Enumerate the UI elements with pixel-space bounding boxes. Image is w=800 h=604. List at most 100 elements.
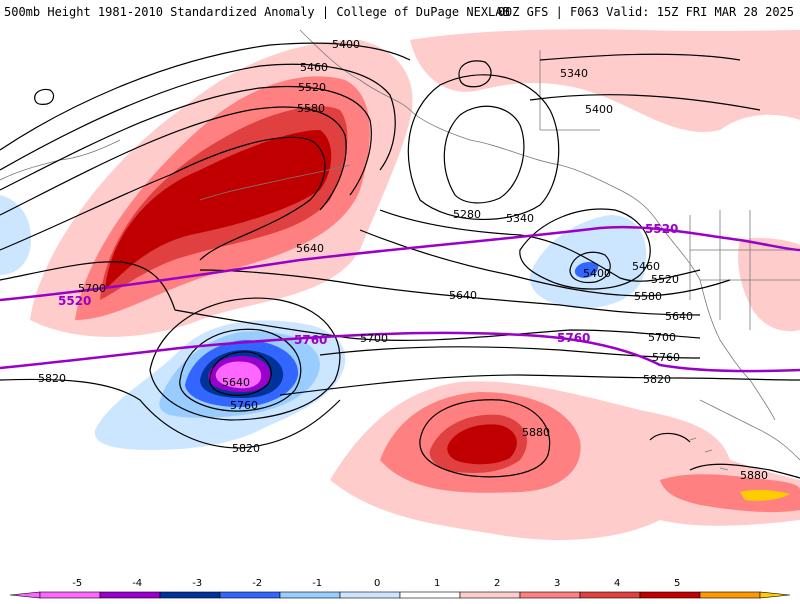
colorbar-tick-label: 0 [374, 578, 380, 589]
colorbar-tick-label: -3 [192, 578, 202, 589]
contour-label: 5880 [522, 426, 550, 439]
contour-5340-ne [539, 53, 741, 61]
contour-label: 5820 [232, 442, 260, 455]
colorbar-swatch [579, 591, 641, 599]
contour-5460-north [0, 63, 396, 171]
colorbar-ticks: -5 -4 -3 -2 -1 0 1 2 3 4 5 [72, 578, 680, 589]
reference-labels: 5520 5520 5760 5760 [58, 222, 678, 347]
contour-label: 5820 [643, 373, 671, 386]
coastline-alaska [299, 29, 661, 226]
colorbar-swatch [519, 591, 581, 599]
height-contours [0, 42, 800, 479]
contour-label: 5700 [648, 331, 676, 344]
contour-labels: 5400 5460 5520 5580 5340 5400 5280 5340 … [38, 38, 768, 482]
contour-small-closed-w [34, 88, 55, 105]
reference-label: 5520 [645, 222, 678, 236]
contour-5460-east [519, 208, 651, 290]
contour-label: 5520 [651, 273, 679, 286]
positive-anomaly-area-s4 [447, 424, 517, 465]
coastline-mexico [699, 399, 800, 461]
contour-label: 5280 [453, 208, 481, 221]
colorbar-tick-label: -1 [312, 578, 322, 589]
map-canvas: 5400 5460 5520 5580 5340 5400 5280 5340 … [0, 29, 800, 540]
colorbar-tick-label: -4 [132, 578, 142, 589]
contour-5700-west [0, 261, 176, 311]
colorbar-tick-label: 3 [554, 578, 560, 589]
colorbar: -5 -4 -3 -2 -1 0 1 2 3 4 5 [0, 574, 800, 600]
contour-label: 5400 [332, 38, 360, 51]
canada-border [539, 50, 600, 131]
reference-line-5520 [0, 225, 800, 302]
contour-label: 5400 [583, 267, 611, 280]
contour-5640-west [0, 136, 326, 261]
reference-label: 5520 [58, 294, 91, 308]
colorbar-tick-label: 2 [494, 578, 500, 589]
contour-small-closed [458, 60, 492, 88]
contour-label: 5700 [78, 282, 106, 295]
positive-anomaly-area-n4 [105, 130, 332, 290]
colorbar-tick-label: 1 [434, 578, 440, 589]
contour-label: 5640 [665, 310, 693, 323]
contour-5760-low [149, 297, 341, 421]
contour-label: 5460 [632, 260, 660, 273]
anomaly-map: 5400 5460 5520 5580 5340 5400 5280 5340 … [0, 26, 800, 574]
colorbar-swatch [279, 591, 341, 599]
contour-5580-north [0, 106, 347, 216]
contour-5520-east [379, 209, 701, 282]
contour-label: 5520 [298, 81, 326, 94]
colorbar-tick-label: -2 [252, 578, 262, 589]
reference-label: 5760 [557, 331, 590, 345]
contour-5280 [443, 105, 525, 204]
contour-5820-low [0, 378, 341, 449]
contour-5580-east [359, 229, 731, 297]
coastlines [0, 29, 800, 471]
contour-5880-central [419, 399, 551, 478]
negative-anomaly-area-coast2 [574, 262, 599, 278]
colorbar-swatch [99, 591, 161, 599]
colorbar-swatch [459, 591, 521, 599]
colorbar-tick-label: 4 [614, 578, 620, 589]
contour-label: 5340 [506, 212, 534, 225]
colorbar-swatch [159, 591, 221, 599]
colorbar-tick-label: -5 [72, 578, 82, 589]
contour-5400-north [0, 42, 411, 151]
reference-lines [0, 225, 800, 373]
coastline-aleutians [199, 164, 351, 201]
coastline-north-america-west [659, 224, 776, 421]
reference-label: 5760 [294, 333, 327, 347]
colorbar-swatch [219, 591, 281, 599]
positive-anomaly-area-ne [410, 29, 800, 132]
colorbar-svg: -5 -4 -3 -2 -1 0 1 2 3 4 5 [9, 578, 791, 599]
contour-label: 5880 [740, 469, 768, 482]
contour-label: 5400 [585, 103, 613, 116]
header: 500mb Height 1981-2010 Standardized Anom… [0, 0, 800, 26]
contour-label: 5580 [634, 290, 662, 303]
reference-line-5760 [0, 331, 800, 373]
contour-label: 5580 [297, 102, 325, 115]
colorbar-swatch [639, 591, 701, 599]
contour-label: 5340 [560, 67, 588, 80]
negative-anomaly-area-low6 [215, 361, 262, 389]
colorbar-swatch [39, 591, 101, 599]
contour-5340-central [407, 74, 560, 220]
contour-5640-low [179, 328, 302, 412]
contour-label: 5640 [296, 242, 324, 255]
colorbar-tick-label: 5 [674, 578, 680, 589]
contour-5880-east-b [649, 432, 691, 443]
contour-label: 5460 [300, 61, 328, 74]
positive-anomaly-area-coast [738, 237, 800, 332]
contour-5880-east [689, 463, 800, 479]
state-borders [689, 210, 800, 330]
contour-label: 5700 [360, 332, 388, 345]
colorbar-swatch [399, 591, 461, 599]
contour-5760-east [319, 346, 701, 359]
positive-anomaly-area-se2 [740, 489, 790, 501]
colorbar-arrow-left [9, 591, 41, 599]
contour-label: 5820 [38, 372, 66, 385]
contour-5400-east [569, 251, 611, 284]
contour-label: 5640 [222, 376, 250, 389]
contour-low-inner [209, 351, 272, 396]
anomaly-shading [0, 29, 800, 540]
contour-5700-central [174, 309, 701, 341]
contour-5400-ne [529, 94, 761, 111]
